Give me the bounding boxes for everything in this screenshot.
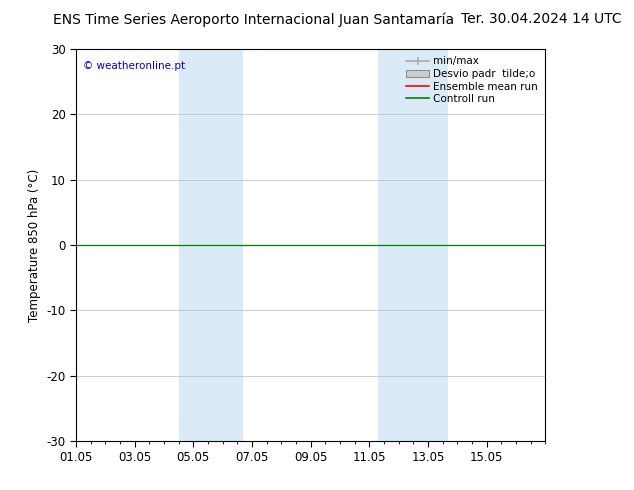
Bar [378,49,448,441]
Y-axis label: Temperature 850 hPa (°C): Temperature 850 hPa (°C) [28,169,41,321]
Legend: min/max, Desvio padr  tilde;o, Ensemble mean run, Controll run: min/max, Desvio padr tilde;o, Ensemble m… [404,54,540,106]
Text: Ter. 30.04.2024 14 UTC: Ter. 30.04.2024 14 UTC [461,12,621,26]
Text: ENS Time Series Aeroporto Internacional Juan Santamaría: ENS Time Series Aeroporto Internacional … [53,12,454,27]
Text: © weatheronline.pt: © weatheronline.pt [83,61,185,71]
Bar [179,49,243,441]
